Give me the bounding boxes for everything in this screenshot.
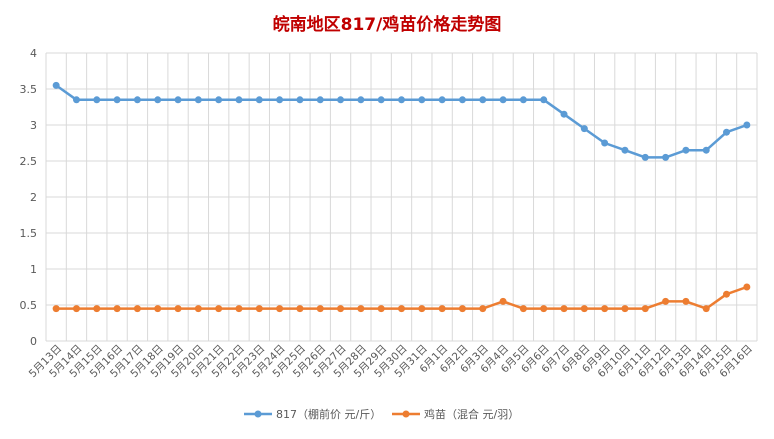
- series-1-point: [377, 96, 385, 104]
- legend-label-2: 鸡苗（混合 元/羽）: [424, 407, 519, 421]
- y-tick-label: 3.5: [20, 83, 38, 96]
- series-2-point: [337, 305, 345, 313]
- series-1-point: [316, 96, 324, 104]
- series-2-point: [723, 290, 731, 298]
- series-2-point: [479, 305, 487, 313]
- series-2-point: [580, 305, 588, 313]
- y-tick-label: 3: [30, 119, 37, 132]
- series-2-point: [540, 305, 548, 313]
- y-tick-label: 1: [30, 263, 37, 276]
- series-2-point: [702, 305, 710, 313]
- series-1-point: [52, 81, 60, 89]
- y-tick-label: 1.5: [20, 227, 38, 240]
- series-1-point: [174, 96, 182, 104]
- series-2-point: [316, 305, 324, 313]
- series-2-point: [255, 305, 263, 313]
- series-2-point: [52, 305, 60, 313]
- series-2-point: [113, 305, 121, 313]
- legend-marker-2: [402, 410, 410, 418]
- series-1-point: [93, 96, 101, 104]
- series-1-point: [601, 139, 609, 147]
- series-1-point: [723, 128, 731, 136]
- series-2-point: [560, 305, 568, 313]
- series-2-point: [72, 305, 80, 313]
- series-1-point: [702, 146, 710, 154]
- series-1-point: [398, 96, 405, 104]
- series-1-point: [743, 121, 751, 129]
- series-1-point: [682, 146, 690, 154]
- series-2-point: [296, 305, 304, 313]
- series-2-point: [621, 305, 629, 313]
- series-1-point: [255, 96, 263, 104]
- series-1-point: [194, 96, 202, 104]
- series-2-point: [215, 305, 223, 313]
- series-1-point: [621, 146, 629, 154]
- series-1-point: [580, 125, 588, 133]
- series-1-point: [519, 96, 527, 104]
- series-2-point: [499, 297, 507, 305]
- series-1-point: [438, 96, 446, 104]
- series-2-point: [133, 305, 141, 313]
- series-2-point: [519, 305, 527, 313]
- series-2-point: [357, 305, 365, 313]
- series-1-point: [72, 96, 80, 104]
- series-1-point: [113, 96, 121, 104]
- series-2-point: [641, 305, 649, 313]
- series-2-point: [93, 305, 101, 313]
- series-1-point: [662, 153, 670, 161]
- series-1-point: [154, 96, 162, 104]
- y-tick-label: 2.5: [20, 155, 38, 168]
- series-2-point: [438, 305, 446, 313]
- series-1-point: [235, 96, 243, 104]
- series-2-point: [418, 305, 426, 313]
- series-2-point: [377, 305, 385, 313]
- series-1-point: [215, 96, 223, 104]
- series-1-point: [418, 96, 426, 104]
- series-1-point: [296, 96, 304, 104]
- series-1-point: [357, 96, 365, 104]
- series-1-point: [337, 96, 345, 104]
- series-1-point: [499, 96, 507, 104]
- series-2-point: [458, 305, 466, 313]
- y-tick-label: 0.5: [20, 299, 38, 312]
- series-1-point: [560, 110, 568, 118]
- series-2-point: [194, 305, 202, 313]
- series-line-1: [55, 84, 748, 159]
- series-1-point: [540, 96, 548, 104]
- chart-title: 皖南地区817/鸡苗价格走势图: [272, 15, 502, 35]
- series-1-point: [133, 96, 141, 104]
- series-2-point: [276, 305, 284, 313]
- series-2-point: [601, 305, 609, 313]
- series-2-point: [174, 305, 182, 313]
- series-2-point: [662, 297, 670, 305]
- series-2-point: [398, 305, 405, 313]
- legend-marker-1: [254, 410, 262, 418]
- y-tick-label: 0: [30, 335, 37, 348]
- series-1-point: [641, 153, 649, 161]
- legend-label-1: 817（棚前价 元/斤）: [276, 407, 381, 421]
- series-2-point: [154, 305, 162, 313]
- series-2-point: [743, 283, 751, 291]
- series-2-point: [235, 305, 243, 313]
- series-1-point: [276, 96, 284, 104]
- series-1-point: [458, 96, 466, 104]
- series-2-point: [682, 297, 690, 305]
- y-tick-label: 2: [30, 191, 37, 204]
- y-tick-label: 4: [30, 47, 37, 60]
- series-1-point: [479, 96, 487, 104]
